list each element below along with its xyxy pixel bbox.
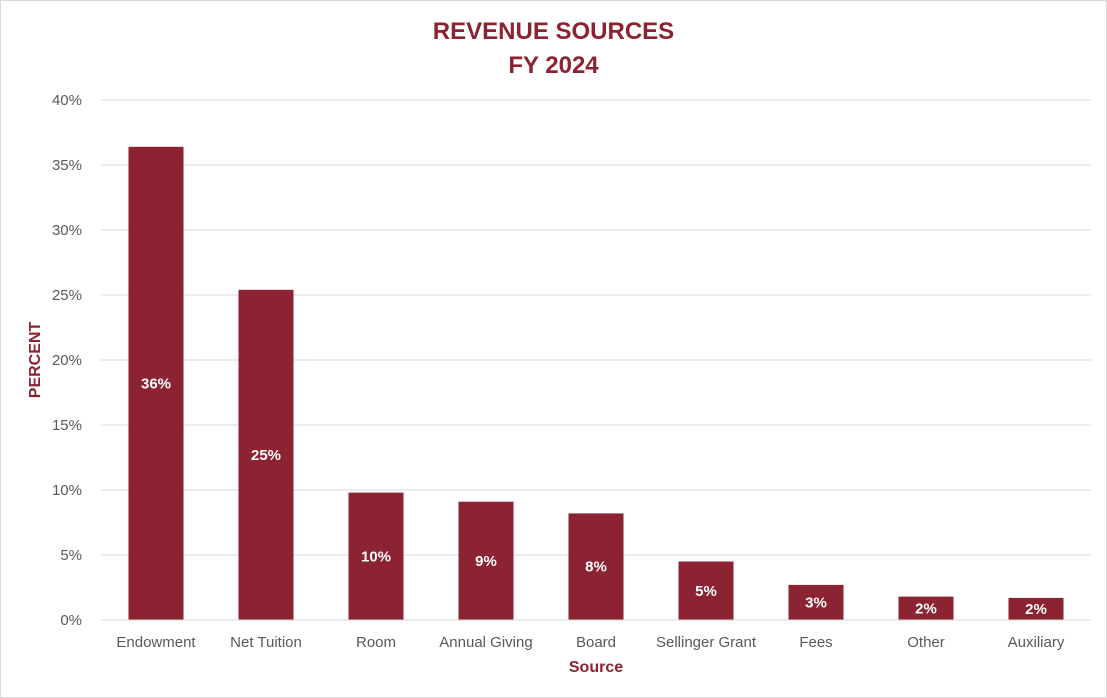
x-axis-title: Source (569, 659, 623, 676)
x-tick-label: Board (576, 634, 616, 651)
bar (678, 561, 734, 620)
bar-data-label: 10% (361, 548, 391, 565)
x-tick-label: Annual Giving (439, 634, 532, 651)
x-tick-label: Net Tuition (230, 634, 302, 651)
bar-data-label: 36% (141, 375, 171, 392)
bar (238, 289, 294, 620)
x-tick-label: Fees (799, 634, 832, 651)
y-tick-label: 10% (52, 482, 82, 499)
bar (788, 584, 844, 620)
y-tick-label: 35% (52, 157, 82, 174)
data-labels: 36% 25% 10% 9% 8% 5% 3% 2% 2% (141, 375, 1047, 618)
x-axis-ticks: Endowment Net Tuition Room Annual Giving Boa… (116, 634, 1064, 651)
y-tick-label: 30% (52, 222, 82, 239)
y-axis-title: PERCENT (27, 322, 44, 399)
chart-title-line-1: REVENUE SOURCES (432, 18, 675, 45)
bar-data-label: 2% (915, 600, 937, 617)
chart-title: REVENUE SOURCES FY 2024 (1, 15, 1106, 83)
bar-data-label: 8% (585, 559, 607, 576)
y-axis-ticks: 0% 5% 10% 15% 20% 25% 30% 35% 40% (52, 92, 82, 629)
x-tick-label: Room (356, 634, 396, 651)
y-tick-label: 15% (52, 417, 82, 434)
bar-data-label: 3% (805, 594, 827, 611)
x-tick-label: Auxiliary (1008, 634, 1065, 651)
bar-data-label: 9% (475, 553, 497, 570)
y-tick-label: 40% (52, 92, 82, 109)
bar (1008, 597, 1064, 620)
bar-data-label: 25% (251, 447, 281, 464)
bar (458, 501, 514, 620)
x-tick-label: Other (907, 634, 945, 651)
y-tick-label: 0% (60, 612, 82, 629)
bar (898, 596, 954, 620)
bars (128, 146, 1064, 621)
y-tick-label: 25% (52, 287, 82, 304)
x-tick-label: Endowment (116, 634, 196, 651)
x-tick-label: Sellinger Grant (656, 634, 757, 651)
bar-data-label: 5% (695, 583, 717, 600)
y-tick-label: 5% (60, 547, 82, 564)
bar (568, 513, 624, 620)
chart-title-line-2: FY 2024 (508, 52, 599, 79)
bar (348, 492, 404, 620)
bar-data-label: 2% (1025, 601, 1047, 618)
bar (128, 146, 184, 621)
y-tick-label: 20% (52, 352, 82, 369)
